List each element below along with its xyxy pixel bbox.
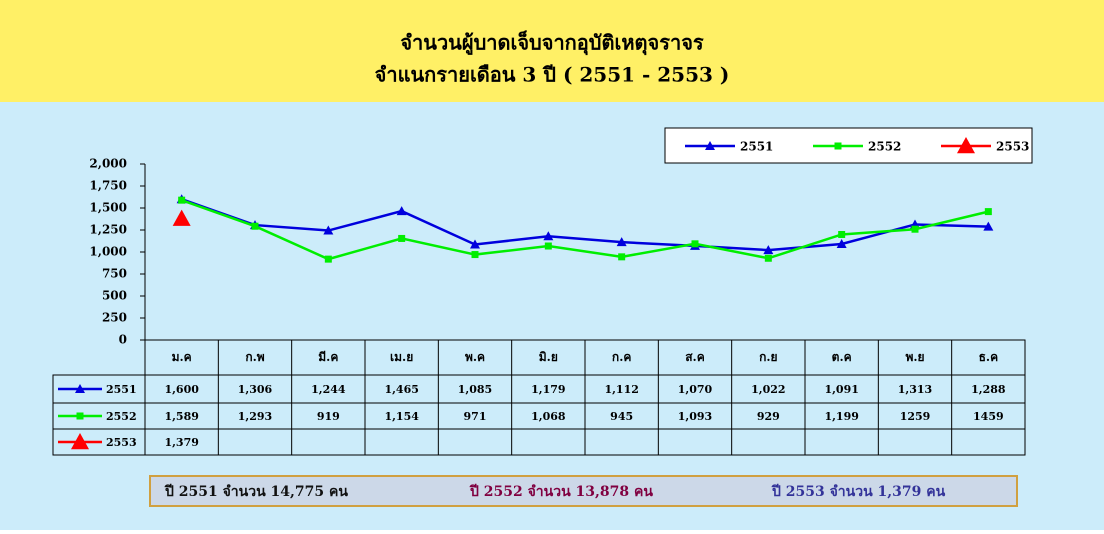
table-value: 1,091 (824, 383, 858, 396)
table-value: 1,313 (898, 383, 932, 396)
table-value: 1,112 (604, 383, 638, 396)
marker (838, 230, 846, 238)
marker (471, 251, 479, 259)
legend-marker (957, 137, 975, 154)
table-legend-marker (75, 384, 85, 393)
legend-label: 2553 (996, 140, 1029, 154)
series-line (181, 198, 989, 252)
x-tick-label: ต.ค (832, 350, 852, 364)
summary-box (149, 475, 1018, 507)
summary-text: ปี 2551 จำนวน 14,775 คน (164, 484, 349, 500)
table-value: 1,070 (678, 383, 713, 396)
table-value: 1,154 (384, 410, 419, 423)
table-value: 1,589 (164, 410, 198, 423)
y-tick-label: 1,250 (89, 223, 127, 237)
summary-text: ปี 2553 จำนวน 1,379 คน (771, 484, 946, 500)
x-tick-label: พ.ย (905, 350, 924, 364)
x-tick-label: ก.พ (245, 350, 264, 364)
marker (323, 225, 334, 235)
marker (544, 242, 552, 250)
marker (396, 206, 407, 216)
table-legend-label: 2552 (106, 410, 137, 423)
table-value: 1,465 (384, 383, 418, 396)
y-tick-label: 1,750 (89, 179, 127, 193)
y-tick-label: 250 (102, 311, 127, 325)
marker (178, 196, 186, 204)
table-value: 929 (757, 410, 780, 423)
x-tick-label: มี.ค (318, 350, 338, 364)
legend-label: 2551 (740, 140, 773, 154)
marker (398, 234, 406, 242)
marker (691, 240, 699, 248)
y-tick-label: 500 (102, 289, 127, 303)
marker (324, 255, 332, 263)
table-value: 1,306 (238, 383, 273, 396)
table-value: 1,093 (678, 410, 712, 423)
y-tick-label: 2,000 (89, 157, 127, 171)
marker (764, 254, 772, 262)
y-tick-label: 0 (119, 333, 127, 347)
table-legend-label: 2551 (106, 383, 137, 396)
table-value: 1,022 (751, 383, 785, 396)
table-value: 919 (317, 410, 340, 423)
series-line (181, 198, 989, 261)
table-value: 1,288 (971, 383, 1006, 396)
y-tick-label: 1,000 (89, 245, 127, 259)
summary-text: ปี 2552 จำนวน 13,878 คน (469, 484, 654, 500)
table-value: 1,179 (531, 383, 565, 396)
table-legend-marker (76, 412, 84, 420)
table-value: 1,379 (164, 436, 198, 449)
marker (251, 222, 259, 230)
legend-marker (834, 142, 842, 150)
table-legend-marker (71, 433, 89, 450)
chart-subtitle: จำแนกรายเดือน 3 ปี ( 2551 - 2553 ) (375, 63, 730, 87)
table-value: 1,293 (238, 410, 272, 423)
legend-label: 2552 (868, 140, 901, 154)
table-legend-label: 2553 (106, 436, 137, 449)
marker (984, 208, 992, 216)
table-value: 945 (610, 410, 633, 423)
x-tick-label: ส.ค (685, 350, 705, 364)
y-tick-label: 1,500 (89, 201, 127, 215)
table-value: 1,068 (531, 410, 566, 423)
marker (836, 238, 847, 248)
table-value: 1459 (973, 410, 1004, 423)
marker (172, 209, 191, 226)
chart-title: จำนวนผู้บาดเจ็บจากอุบัติเหตุจราจร (400, 30, 704, 57)
marker (616, 237, 627, 247)
x-tick-label: ธ.ค (979, 350, 999, 364)
marker (911, 225, 919, 233)
table-value: 1259 (900, 410, 931, 423)
legend-marker (705, 141, 715, 150)
table-value: 1,600 (164, 383, 199, 396)
marker (983, 221, 994, 231)
marker (543, 231, 554, 241)
table-value: 1,244 (311, 383, 346, 396)
marker (470, 239, 480, 249)
x-tick-label: มิ.ย (539, 350, 558, 364)
table-value: 1,199 (824, 410, 858, 423)
x-tick-label: ม.ค (172, 350, 192, 364)
x-tick-label: พ.ค (465, 350, 485, 364)
title-band (0, 0, 1104, 102)
table-value: 971 (464, 410, 487, 423)
y-tick-label: 750 (102, 267, 127, 281)
marker (763, 245, 774, 255)
x-tick-label: เม.ย (390, 350, 413, 364)
table-value: 1,085 (458, 383, 492, 396)
x-tick-label: ก.ย (759, 350, 777, 364)
marker (618, 253, 626, 261)
x-tick-label: ก.ค (612, 350, 631, 364)
